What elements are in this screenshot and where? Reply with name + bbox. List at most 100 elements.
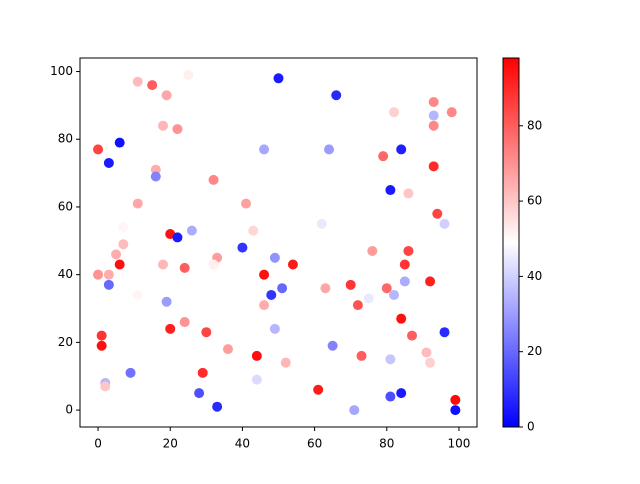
- point: [428, 161, 439, 172]
- point: [425, 357, 436, 368]
- point: [381, 283, 392, 294]
- point: [194, 388, 205, 399]
- point: [432, 208, 443, 219]
- point: [251, 374, 262, 385]
- x-tick-label: 0: [94, 437, 102, 451]
- point: [237, 242, 248, 253]
- point: [385, 354, 396, 365]
- point: [428, 97, 439, 108]
- point: [222, 344, 233, 355]
- colorbar-tick-label: 80: [527, 118, 542, 132]
- point: [425, 276, 436, 287]
- point: [183, 69, 194, 80]
- point: [446, 107, 457, 118]
- point: [179, 317, 190, 328]
- point: [114, 137, 125, 148]
- point: [114, 259, 125, 270]
- point: [331, 90, 342, 101]
- x-tick-label: 40: [235, 437, 250, 451]
- x-tick-label: 100: [448, 437, 471, 451]
- point: [385, 185, 396, 196]
- x-tick-label: 20: [163, 437, 178, 451]
- point: [320, 283, 331, 294]
- point: [118, 239, 129, 250]
- point: [208, 174, 219, 185]
- point: [421, 347, 432, 358]
- y-tick-label: 100: [50, 64, 73, 78]
- point: [396, 313, 407, 324]
- point: [439, 327, 450, 338]
- point: [316, 218, 327, 229]
- point: [179, 262, 190, 273]
- point: [403, 188, 414, 199]
- colorbar-tick-label: 40: [527, 269, 542, 283]
- point: [186, 225, 197, 236]
- point: [363, 293, 374, 304]
- point: [197, 367, 208, 378]
- point: [161, 90, 172, 101]
- point: [327, 340, 338, 351]
- point: [396, 388, 407, 399]
- point: [280, 357, 291, 368]
- point: [165, 323, 176, 334]
- point: [277, 283, 288, 294]
- point: [158, 120, 169, 131]
- point: [388, 107, 399, 118]
- point: [241, 198, 252, 209]
- point: [96, 340, 107, 351]
- point: [201, 327, 212, 338]
- point: [100, 381, 111, 392]
- point: [399, 259, 410, 270]
- colorbar-tick-label: 0: [527, 420, 535, 434]
- point: [313, 384, 324, 395]
- point: [172, 232, 183, 243]
- point: [103, 269, 114, 280]
- point: [125, 367, 136, 378]
- point: [345, 279, 356, 290]
- point: [324, 144, 335, 155]
- point: [259, 300, 270, 311]
- point: [388, 289, 399, 300]
- point: [428, 120, 439, 131]
- point: [403, 245, 414, 256]
- point: [147, 80, 158, 91]
- point: [273, 73, 284, 84]
- point: [287, 259, 298, 270]
- point: [266, 289, 277, 300]
- plot-frame: [79, 57, 478, 428]
- point: [269, 252, 280, 263]
- point: [93, 269, 104, 280]
- point: [158, 259, 169, 270]
- point: [378, 151, 389, 162]
- y-tick-label: 0: [65, 403, 73, 417]
- point: [132, 76, 143, 87]
- point: [172, 124, 183, 135]
- point: [356, 350, 367, 361]
- point: [399, 276, 410, 287]
- point: [118, 222, 129, 233]
- point: [259, 269, 270, 280]
- point: [111, 249, 122, 260]
- point: [251, 350, 262, 361]
- point: [103, 279, 114, 290]
- point: [396, 144, 407, 155]
- point: [259, 144, 270, 155]
- point: [93, 144, 104, 155]
- point: [248, 225, 259, 236]
- y-tick-label: 20: [58, 335, 73, 349]
- x-tick-label: 60: [307, 437, 322, 451]
- point: [385, 391, 396, 402]
- point: [96, 330, 107, 341]
- colorbar: [502, 57, 520, 428]
- point: [132, 198, 143, 209]
- point: [212, 401, 223, 412]
- point: [349, 405, 360, 416]
- colorbar-tick-label: 20: [527, 344, 542, 358]
- point: [407, 330, 418, 341]
- colorbar-tick-label: 60: [527, 194, 542, 208]
- point: [208, 259, 219, 270]
- point: [352, 300, 363, 311]
- point: [103, 157, 114, 168]
- point: [428, 110, 439, 121]
